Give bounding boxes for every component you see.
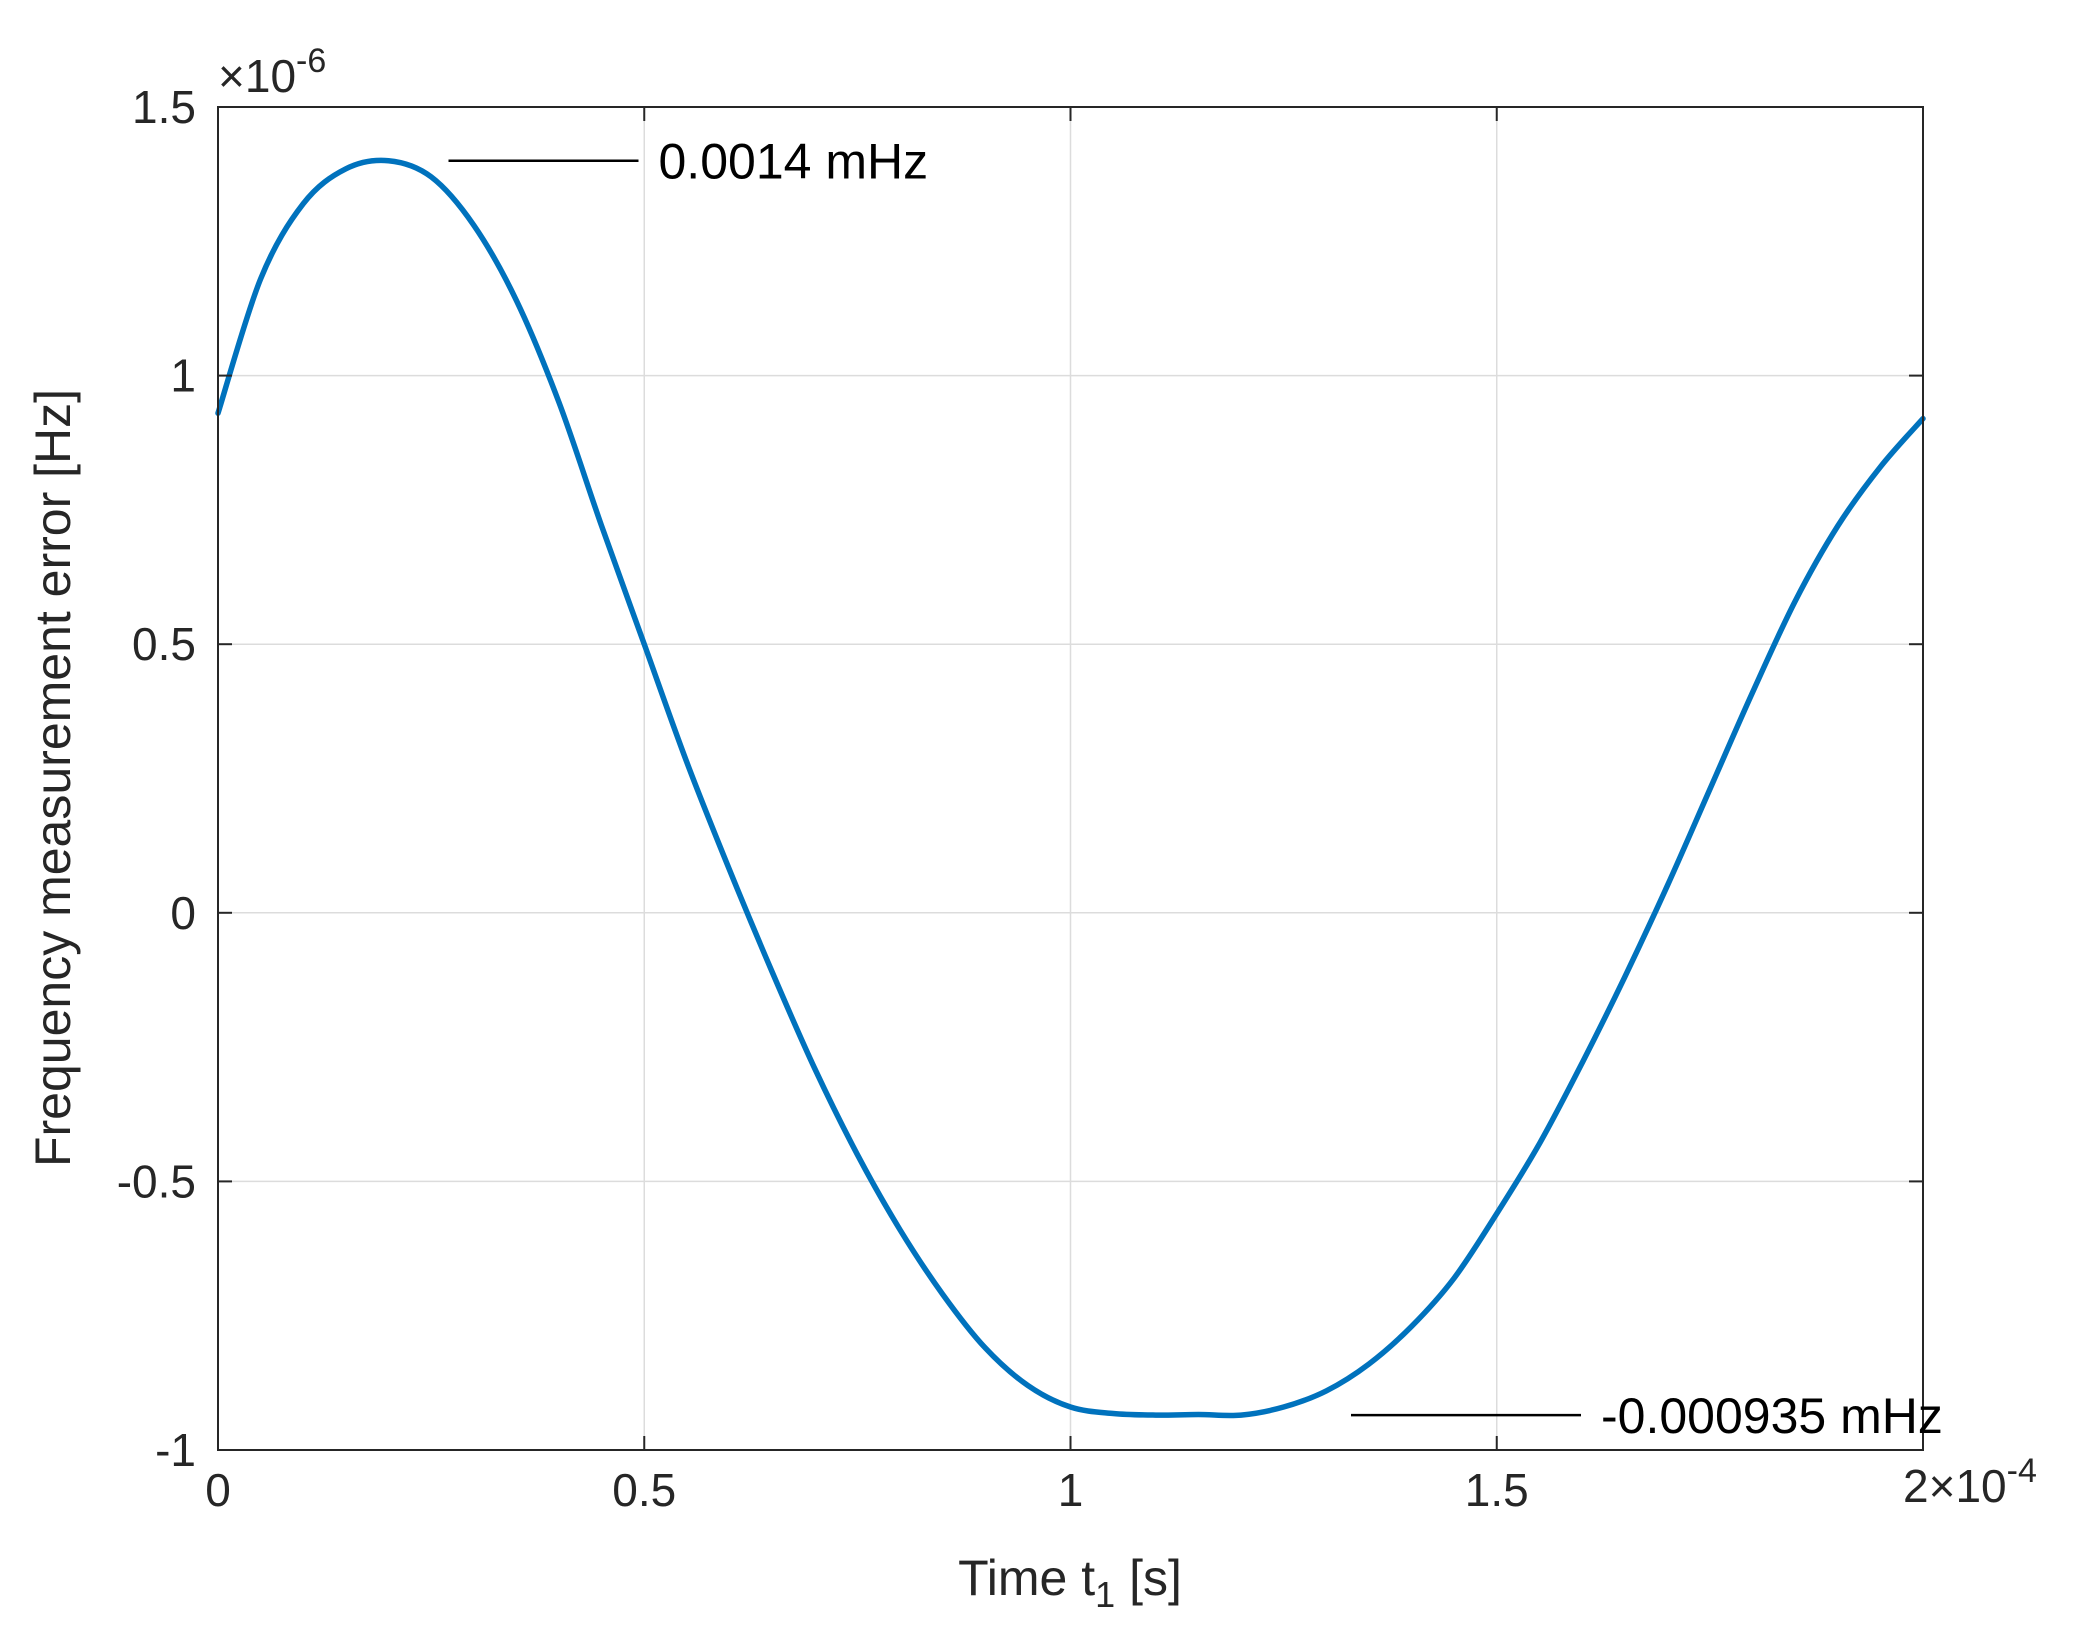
y-tick-label: -0.5	[117, 1155, 196, 1207]
grid-layer	[218, 107, 1923, 1450]
series-line	[215, 157, 1926, 1419]
series-layer	[215, 157, 1926, 1419]
y-tick-label: 0	[170, 887, 196, 939]
x-tick-label: 0	[205, 1464, 231, 1516]
x-tick-label: 1.5	[1465, 1464, 1529, 1516]
x-exponent-label: 2×10-4	[1903, 1452, 2037, 1512]
tick-labels-layer: 0 0.5 1 1.5 -1 -0.5 0 0.5 1 1.5	[117, 81, 1529, 1516]
annotation-label: 0.0014 mHz	[659, 134, 929, 190]
y-tick-label: 0.5	[132, 618, 196, 670]
y-exponent-label: ×10-6	[218, 42, 326, 102]
y-tick-label: 1	[170, 350, 196, 402]
annotation-label: -0.000935 mHz	[1601, 1388, 1943, 1444]
ticks-layer	[217, 106, 1924, 1451]
y-tick-label: 1.5	[132, 81, 196, 133]
y-tick-label: -1	[155, 1424, 196, 1476]
y-axis-label: Frequency measurement error [Hz]	[25, 389, 81, 1167]
annotation-layer: 0.0014 mHz -0.000935 mHz	[448, 134, 1943, 1444]
x-tick-label: 0.5	[612, 1464, 676, 1516]
x-axis-label: Time t1 [s]	[958, 1550, 1182, 1615]
x-tick-label: 1	[1058, 1464, 1084, 1516]
